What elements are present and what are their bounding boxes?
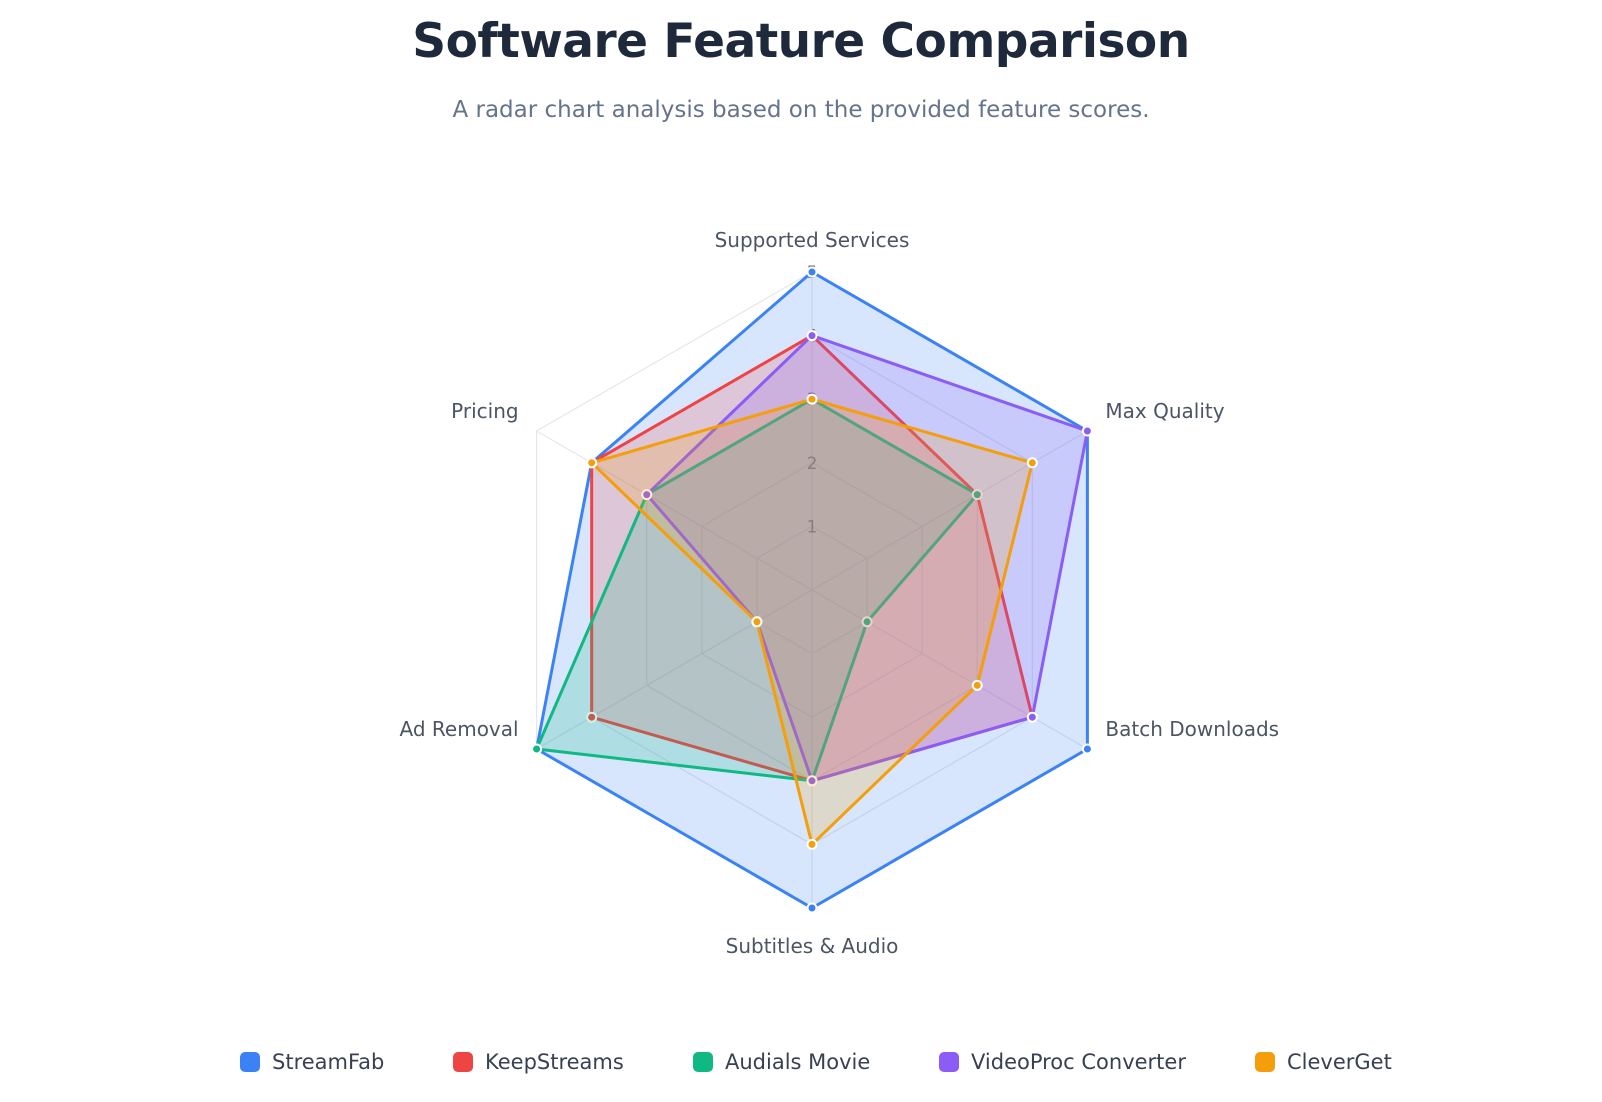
legend-label-videoproc-converter: VideoProc Converter (971, 1050, 1186, 1074)
tick-label-1: 1 (807, 517, 818, 537)
tick-label-2: 2 (807, 454, 818, 474)
legend-item-videoproc-converter[interactable]: VideoProc Converter (939, 1047, 1186, 1077)
series-cleverget (586, 393, 1038, 850)
data-point-cleverget-pricing[interactable] (586, 457, 598, 469)
legend-swatch-cleverget (1255, 1052, 1275, 1072)
axis-label-batch-downloads: Batch Downloads (1105, 717, 1279, 741)
data-point-audials-movie-batch-downloads[interactable] (861, 616, 873, 628)
legend-label-streamfab: StreamFab (272, 1050, 385, 1074)
legend-swatch-audials-movie (693, 1052, 713, 1072)
chart-legend: StreamFab KeepStreams Audials Movie VideoPr… (0, 1047, 1602, 1087)
legend-swatch-keepstreams (453, 1052, 473, 1072)
data-point-videoproc-converter-batch-downloads[interactable] (1026, 711, 1038, 723)
data-point-streamfab-batch-downloads[interactable] (1081, 743, 1093, 755)
data-point-cleverget-max-quality[interactable] (1026, 457, 1038, 469)
chart-subtitle: A radar chart analysis based on the prov… (452, 97, 1150, 123)
data-point-streamfab-supported-services[interactable] (806, 266, 818, 278)
legend-item-keepstreams[interactable]: KeepStreams (453, 1047, 624, 1077)
data-point-cleverget-subtitles-audio[interactable] (806, 838, 818, 850)
chart-title: Software Feature Comparison (412, 14, 1190, 69)
legend-item-cleverget[interactable]: CleverGet (1255, 1047, 1392, 1077)
data-point-keepstreams-ad-removal[interactable] (586, 711, 598, 723)
axis-line-max-quality (811, 430, 1088, 591)
legend-item-audials-movie[interactable]: Audials Movie (693, 1047, 870, 1077)
radar-series-layer (531, 266, 1093, 914)
legend-label-audials-movie: Audials Movie (725, 1050, 871, 1074)
axis-label-supported-services: Supported Services (715, 228, 910, 252)
data-point-videoproc-converter-subtitles-audio[interactable] (806, 775, 818, 787)
axis-label-ad-removal: Ad Removal (400, 717, 519, 741)
legend-label-keepstreams: KeepStreams (485, 1050, 624, 1074)
data-point-cleverget-supported-services[interactable] (806, 393, 818, 405)
data-point-audials-movie-max-quality[interactable] (971, 489, 983, 501)
axis-label-pricing: Pricing (451, 399, 518, 423)
axis-line-ad-removal (536, 589, 813, 750)
legend-swatch-streamfab (240, 1052, 260, 1072)
axis-label-subtitles-audio: Subtitles & Audio (726, 934, 899, 958)
axis-line-batch-downloads (811, 589, 1088, 750)
data-point-audials-movie-ad-removal[interactable] (531, 743, 543, 755)
legend-swatch-videoproc-converter (939, 1052, 959, 1072)
data-point-cleverget-ad-removal[interactable] (751, 616, 763, 628)
data-point-videoproc-converter-max-quality[interactable] (1081, 425, 1093, 437)
legend-label-cleverget: CleverGet (1287, 1050, 1392, 1074)
data-point-streamfab-subtitles-audio[interactable] (806, 902, 818, 914)
axis-label-max-quality: Max Quality (1105, 399, 1224, 423)
data-point-cleverget-batch-downloads[interactable] (971, 679, 983, 691)
axis-line-pricing (536, 430, 813, 591)
data-point-videoproc-converter-supported-services[interactable] (806, 330, 818, 342)
legend-item-streamfab[interactable]: StreamFab (240, 1047, 384, 1077)
data-point-videoproc-converter-pricing[interactable] (641, 489, 653, 501)
radar-axis-labels: Supported Services Max Quality Batch Downl… (400, 228, 1280, 958)
